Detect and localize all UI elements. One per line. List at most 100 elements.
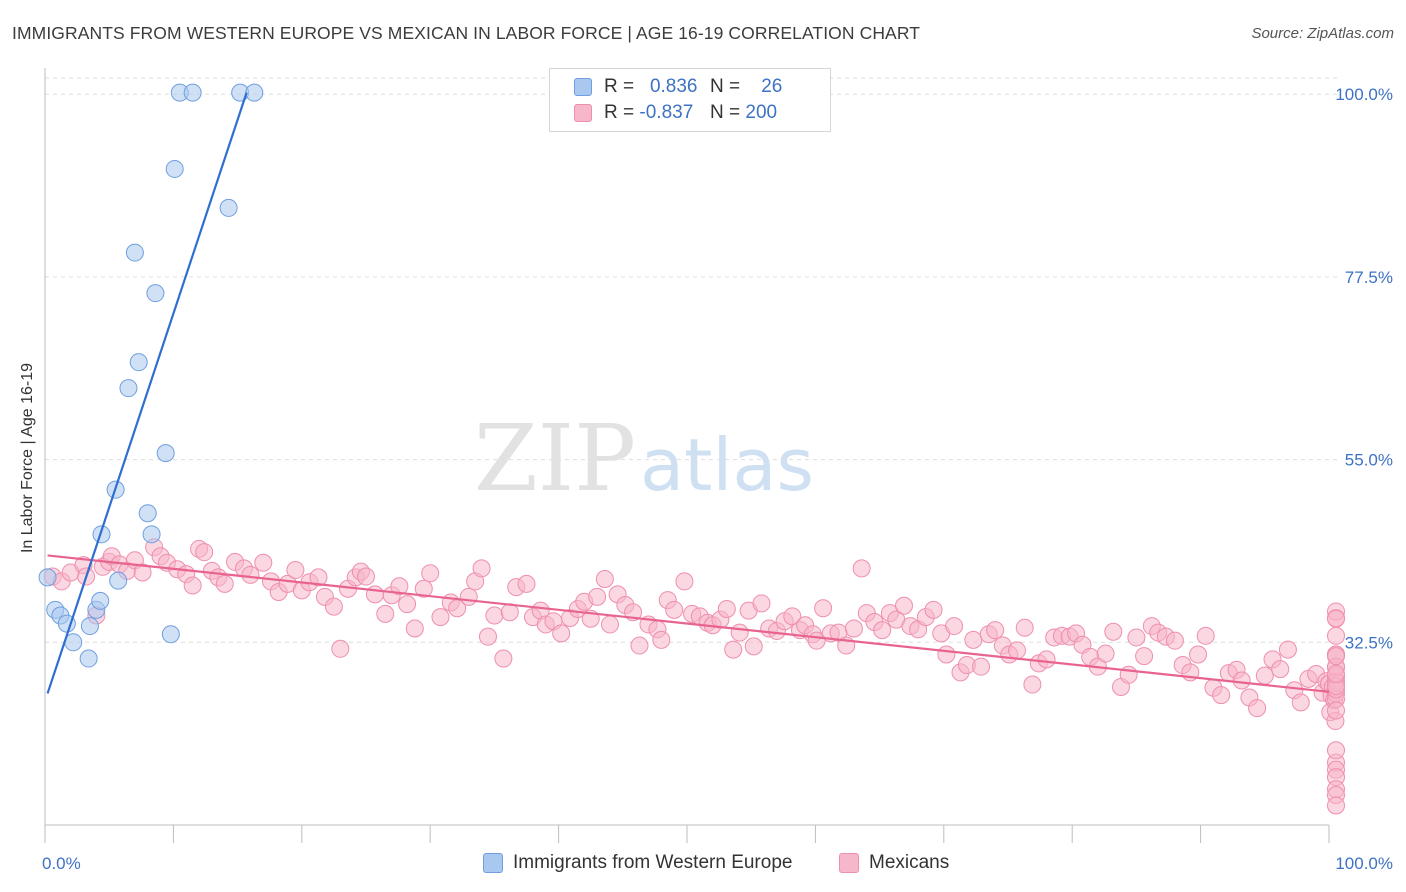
point-mexicans (517, 574, 536, 593)
point-western-europe (91, 591, 110, 610)
x-tick-label: 0.0% (42, 854, 81, 873)
legend-swatch-pink (839, 853, 859, 873)
point-mexicans (390, 577, 409, 596)
point-mexicans (630, 636, 649, 655)
point-mexicans (894, 596, 913, 615)
point-mexicans (652, 630, 671, 649)
legend-r-value: -0.837 (639, 102, 694, 123)
point-mexicans (324, 597, 343, 616)
y-tick-label: 32.5% (1345, 633, 1393, 652)
point-western-europe (129, 353, 148, 372)
point-mexicans (1127, 628, 1146, 647)
point-mexicans (873, 621, 892, 640)
y-axis-title: In Labor Force | Age 16-19 (19, 362, 36, 554)
legend-row-western-europe: R = 0.836 N = 26 (574, 75, 782, 99)
legend-label: Mexicans (869, 852, 950, 873)
point-mexicans (937, 645, 956, 664)
point-mexicans (852, 559, 871, 578)
point-western-europe (79, 649, 98, 668)
point-mexicans (924, 600, 943, 619)
point-mexicans (241, 565, 260, 584)
point-mexicans (1007, 641, 1026, 660)
point-mexicans (215, 574, 234, 593)
point-western-europe (219, 198, 238, 217)
point-mexicans (814, 599, 833, 618)
correlation-legend: R = 0.836 N = 26 R = -0.837 N = 200 (549, 68, 831, 132)
y-tick-label: 77.5% (1345, 268, 1393, 287)
point-mexicans (1248, 699, 1267, 718)
point-mexicans (1327, 741, 1345, 760)
point-mexicans (1327, 647, 1345, 666)
point-mexicans (752, 594, 771, 613)
point-mexicans (724, 640, 743, 659)
y-tick-label: 100.0% (1335, 85, 1393, 104)
point-mexicans (600, 615, 619, 634)
point-western-europe (183, 83, 202, 102)
point-mexicans (783, 607, 802, 626)
point-mexicans (1278, 640, 1297, 659)
point-western-europe (38, 568, 57, 587)
point-mexicans (459, 587, 478, 606)
point-mexicans (1015, 618, 1034, 637)
point-mexicans (472, 559, 491, 578)
point-mexicans (595, 569, 614, 588)
point-western-europe (119, 379, 138, 398)
legend-item-western-europe: Immigrants from Western Europe (483, 852, 792, 874)
point-mexicans (494, 649, 513, 668)
point-western-europe (142, 525, 161, 544)
point-western-europe (125, 243, 144, 262)
legend-item-mexicans: Mexicans (839, 852, 949, 874)
point-mexicans (1255, 666, 1274, 685)
point-mexicans (552, 624, 571, 643)
legend-label: Immigrants from Western Europe (513, 852, 793, 873)
legend-r-value: 0.836 (649, 76, 698, 97)
point-mexicans (1037, 650, 1056, 669)
point-mexicans (414, 579, 433, 598)
legend-swatch-pink (574, 104, 592, 122)
point-mexicans (1232, 671, 1251, 690)
series-legend: Immigrants from Western Europe Mexicans (0, 852, 1406, 878)
x-tick-label: 100.0% (1335, 854, 1393, 873)
legend-r-label: R = (604, 102, 635, 123)
chart-title: IMMIGRANTS FROM WESTERN EUROPE VS MEXICA… (12, 23, 921, 43)
watermark-zip: ZIP (474, 405, 636, 512)
point-mexicans (485, 606, 504, 625)
point-western-europe (245, 83, 264, 102)
point-mexicans (964, 630, 983, 649)
point-mexicans (1212, 686, 1231, 705)
point-mexicans (478, 627, 497, 646)
point-mexicans (405, 619, 424, 638)
legend-swatch-blue (483, 853, 503, 873)
point-mexicans (376, 604, 395, 623)
point-mexicans (309, 568, 328, 587)
point-mexicans (357, 567, 375, 586)
point-western-europe (165, 159, 184, 178)
legend-n-label: N = (710, 76, 741, 97)
point-mexicans (1291, 693, 1310, 712)
point-western-europe (80, 617, 99, 636)
point-western-europe (146, 284, 165, 303)
point-mexicans (1327, 626, 1345, 645)
trend-line-mexicans (47, 554, 1330, 693)
point-western-europe (156, 444, 175, 463)
point-mexicans (972, 657, 991, 676)
point-mexicans (1135, 647, 1154, 666)
point-mexicans (1327, 609, 1345, 628)
point-mexicans (945, 617, 964, 636)
point-mexicans (1189, 645, 1208, 664)
legend-n-label: N = (710, 102, 741, 123)
trend-line-western-europe (46, 92, 248, 694)
point-mexicans (286, 561, 305, 580)
point-mexicans (730, 623, 749, 642)
point-mexicans (1327, 664, 1345, 683)
point-mexicans (588, 587, 607, 606)
point-mexicans (398, 595, 417, 614)
point-mexicans (365, 585, 384, 604)
point-mexicans (675, 572, 694, 591)
point-mexicans (183, 576, 202, 595)
point-western-europe (161, 625, 180, 644)
point-mexicans (1165, 631, 1184, 650)
point-mexicans (431, 608, 450, 627)
point-mexicans (1104, 622, 1123, 641)
